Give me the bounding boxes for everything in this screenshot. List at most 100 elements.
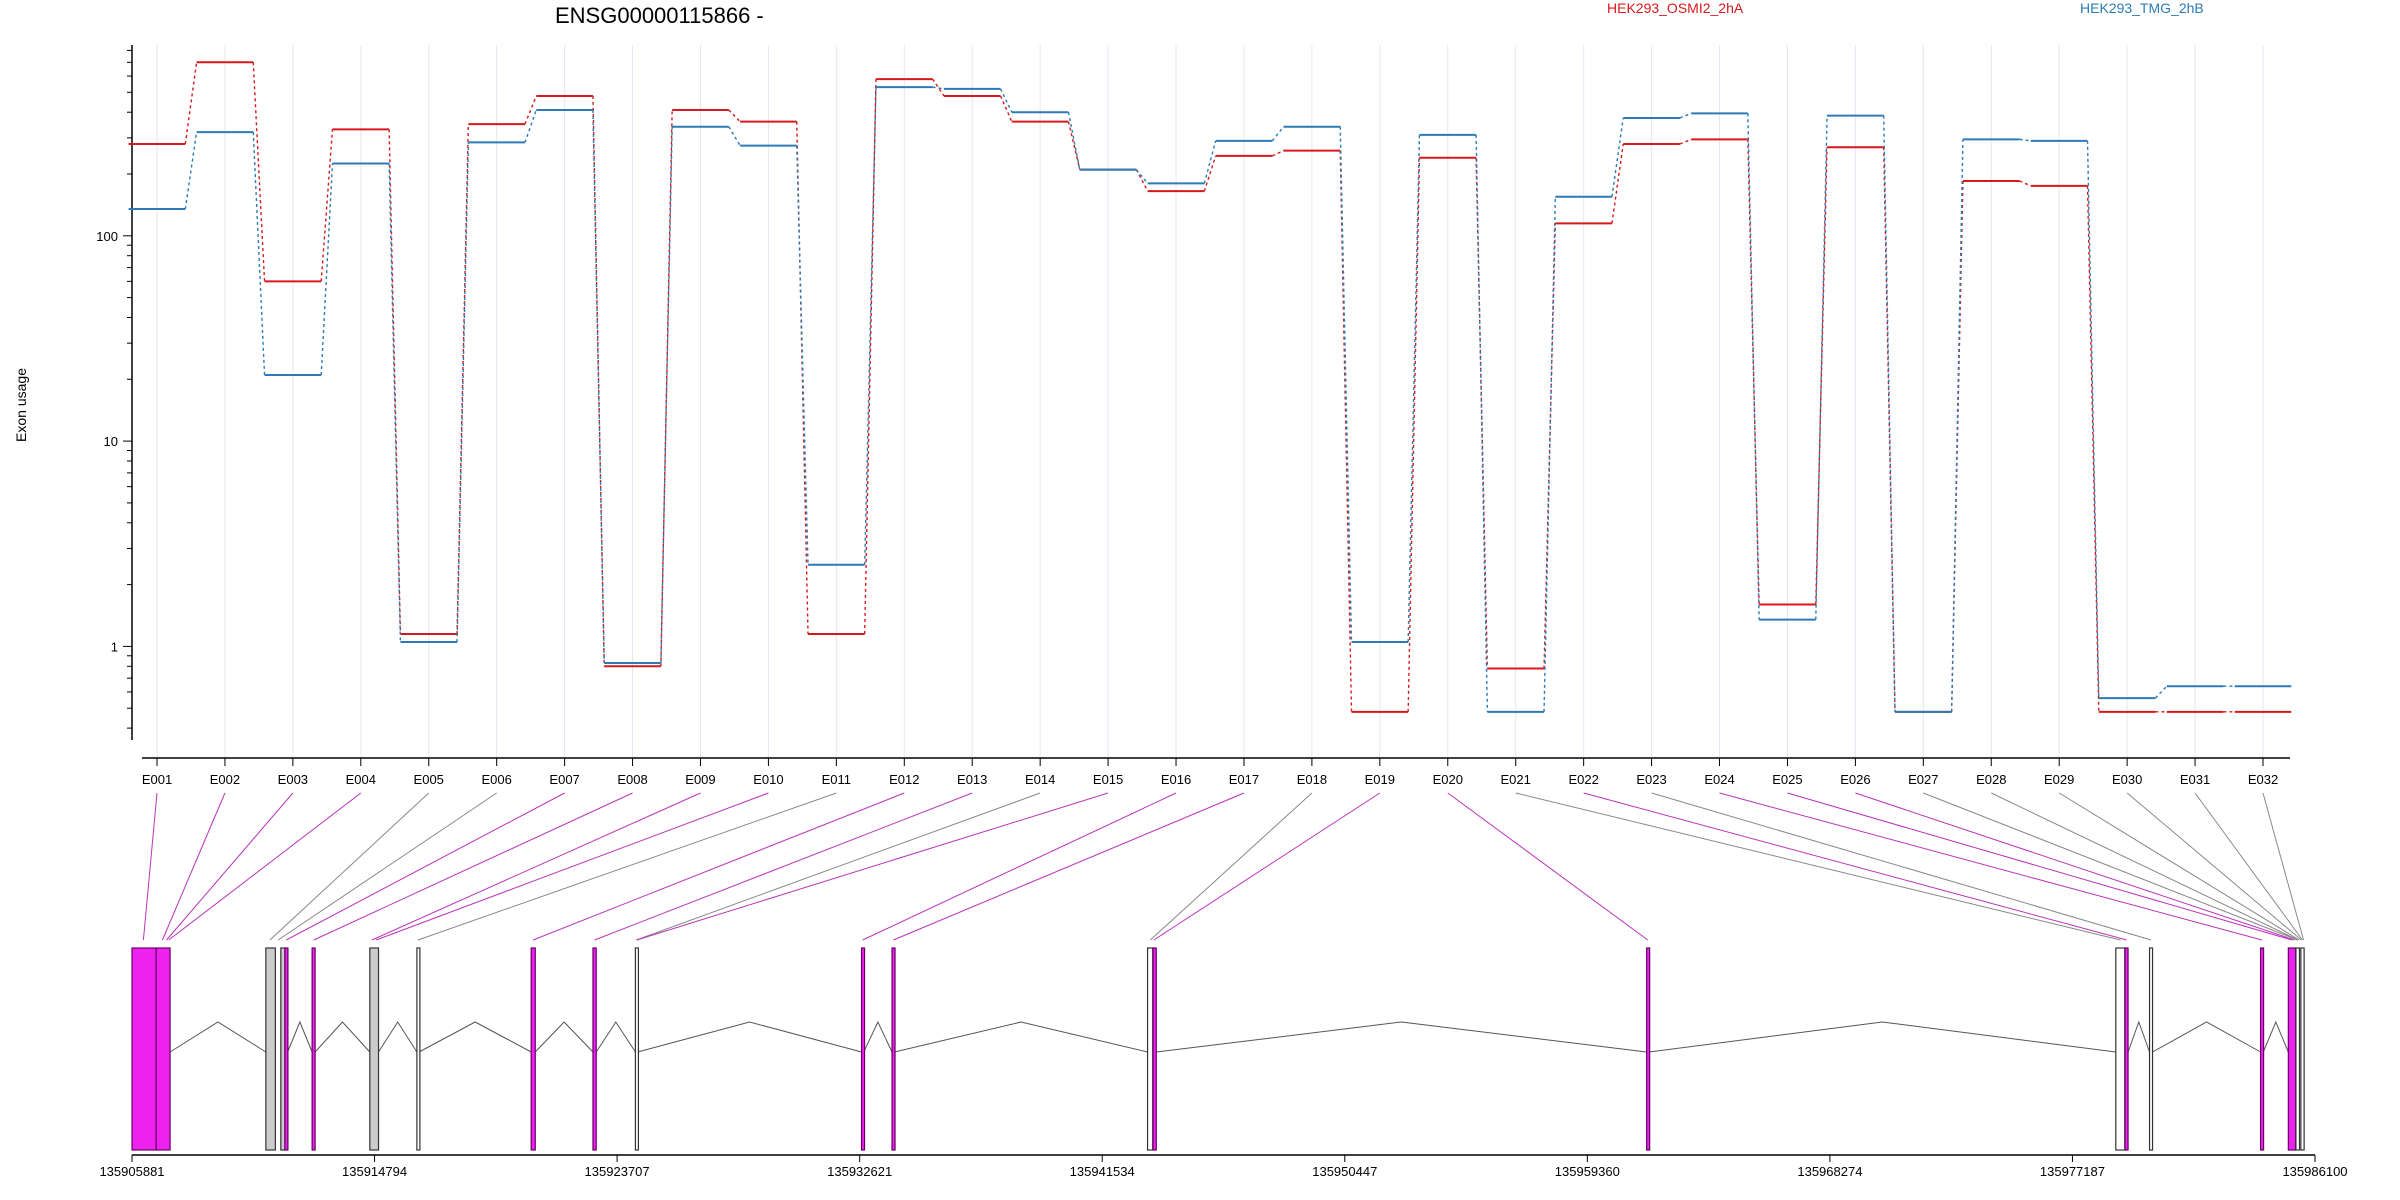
intron-line (637, 1021, 862, 1053)
x-tick-label-E022: E022 (1568, 772, 1598, 787)
genomic-tick-label: 135968274 (1797, 1164, 1862, 1179)
exon-block (2115, 947, 2126, 1151)
exon-link-E029 (2058, 792, 2300, 941)
intron-line (1648, 1021, 2116, 1053)
exon-link-E032 (2262, 792, 2305, 941)
series-layer (128, 61, 2292, 713)
exon-link-E007 (286, 792, 565, 941)
intron-line (534, 1021, 594, 1053)
connector (1475, 134, 1489, 712)
exon-block (2259, 947, 2265, 1151)
x-tick-label-E026: E026 (1840, 772, 1870, 787)
x-tick-label-E003: E003 (278, 772, 308, 787)
genomic-tick-label: 135905881 (99, 1164, 164, 1179)
exon-block (416, 947, 421, 1151)
exon-link-E022 (1583, 792, 2127, 941)
connector (1203, 140, 1217, 184)
exon-link-E006 (277, 792, 497, 941)
exon-link-E011 (417, 792, 837, 941)
exon-block (280, 947, 286, 1151)
exon-block (155, 947, 171, 1151)
connector (2019, 180, 2032, 187)
genomic-tick-label: 135950447 (1312, 1164, 1377, 1179)
exon-block (2300, 947, 2305, 1151)
exon-link-E017 (893, 792, 1245, 941)
connector (999, 88, 1013, 113)
intron-line (863, 1020, 893, 1053)
connector (592, 109, 605, 664)
exon-link-E003 (166, 792, 294, 941)
x-tick-label-E030: E030 (2112, 772, 2142, 787)
exon-block (2148, 947, 2154, 1151)
exon-link-E019 (1153, 792, 1381, 941)
exon-link-lines (142, 792, 2305, 941)
x-tick-label-E006: E006 (481, 772, 511, 787)
connector (1475, 157, 1489, 669)
intron-line (2262, 1020, 2289, 1053)
connector (1067, 121, 1081, 170)
connector (1611, 143, 1624, 224)
exon-link-E030 (2126, 792, 2302, 941)
exon-link-E004 (168, 792, 362, 941)
x-tick-label-E009: E009 (685, 772, 715, 787)
connector (796, 121, 809, 634)
connector (863, 87, 877, 565)
exon-block (265, 947, 276, 1151)
genomic-tick-label: 135986100 (2282, 1164, 2347, 1179)
exon-link-E012 (532, 792, 905, 941)
x-axis: E001 E002 E003 E004 E005 E006 E007 E008 E009 E010… (142, 757, 2290, 787)
exon-link-E009 (371, 792, 701, 941)
x-tick-label-E025: E025 (1772, 772, 1802, 787)
connector (1271, 149, 1284, 157)
genomic-tick-label: 135923707 (585, 1164, 650, 1179)
exon-block (131, 947, 157, 1151)
exon-link-E031 (2194, 792, 2303, 941)
exon-link-E008 (313, 792, 633, 941)
x-tick-label-E008: E008 (617, 772, 647, 787)
connector (524, 109, 537, 143)
gene-model (131, 947, 2305, 1151)
connector (660, 109, 673, 667)
exon-link-E024 (1719, 792, 2263, 941)
x-tick-label-E024: E024 (1704, 772, 1734, 787)
x-tick-label-E010: E010 (753, 772, 783, 787)
x-tick-label-E005: E005 (414, 772, 444, 787)
genomic-tick-label: 135932621 (827, 1164, 892, 1179)
x-tick-label-E012: E012 (889, 772, 919, 787)
connector (184, 62, 198, 145)
y-axis: 100 10 1 (96, 45, 133, 740)
connector (1611, 117, 1624, 197)
connector (1815, 115, 1828, 620)
connector (1203, 155, 1217, 192)
series-b (128, 86, 2292, 713)
connector (728, 126, 741, 146)
connector (320, 129, 334, 282)
exon-block (530, 947, 536, 1151)
x-tick-label-E016: E016 (1161, 772, 1191, 787)
x-tick-label-E020: E020 (1433, 772, 1463, 787)
exon-link-E020 (1447, 792, 1649, 941)
x-tick-label-E015: E015 (1093, 772, 1123, 787)
x-tick-label-E028: E028 (1976, 772, 2006, 787)
intron-line (894, 1021, 1148, 1053)
connector (252, 132, 266, 375)
connector (456, 142, 470, 643)
intron-line (314, 1021, 371, 1053)
x-tick-label-E013: E013 (957, 772, 987, 787)
exon-link-E014 (636, 792, 1041, 941)
x-tick-label-E002: E002 (210, 772, 240, 787)
y-tick-label: 100 (96, 229, 118, 244)
intron-line (169, 1021, 267, 1053)
genomic-tick-label: 135959360 (1555, 1164, 1620, 1179)
connector (1407, 157, 1421, 712)
intron-line (287, 1020, 313, 1053)
intron-line (418, 1021, 532, 1053)
exon-link-E015 (636, 792, 1109, 941)
connector (1543, 196, 1557, 712)
x-tick-label-E004: E004 (346, 772, 376, 787)
connector (456, 124, 470, 634)
exon-link-E027 (1923, 792, 2298, 941)
exon-block (1152, 947, 1157, 1151)
exon-block (2287, 947, 2297, 1151)
